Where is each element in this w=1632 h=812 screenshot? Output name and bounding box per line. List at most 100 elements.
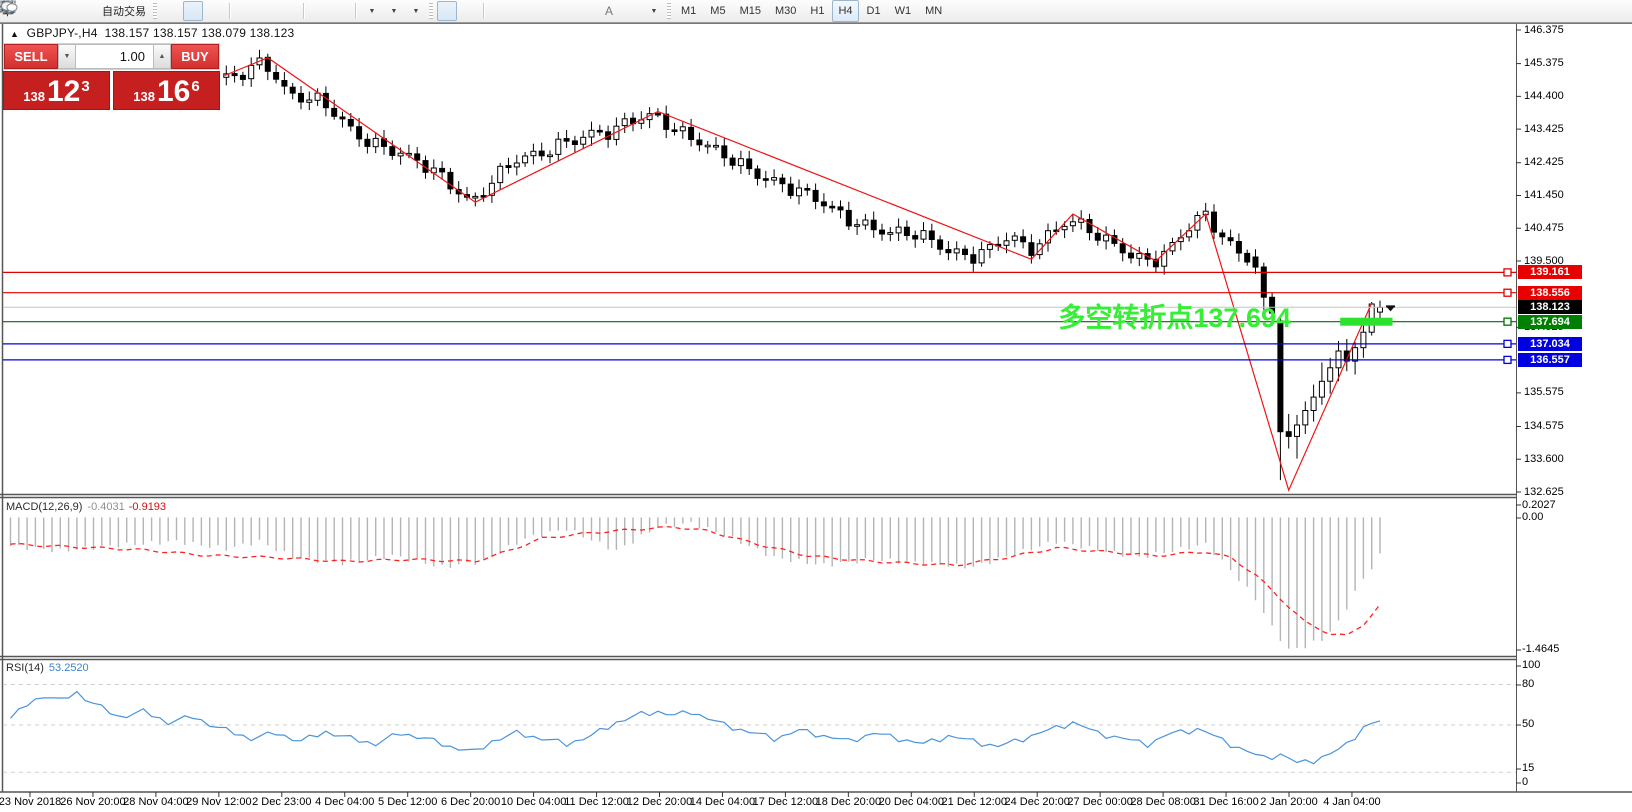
price-tick-label: 134.575	[1524, 419, 1564, 432]
timeframe-button-w1[interactable]: W1	[894, 5, 912, 17]
chart-shift-icon[interactable]	[1, 1, 351, 21]
sell-price-figure: 138	[23, 89, 45, 104]
signals-icon[interactable]	[0, 0, 78, 21]
crosshair-icon[interactable]	[1, 1, 479, 21]
sell-button[interactable]: SELL	[4, 44, 58, 69]
auto-scroll-icon[interactable]	[1, 1, 329, 21]
pivot-highlight-bar[interactable]	[1340, 317, 1393, 326]
timeframe-button-h4[interactable]: H4	[832, 0, 859, 22]
rsi-scale-0: 0	[1522, 776, 1529, 788]
date-tick-label: 29 Nov 12:00	[186, 796, 252, 808]
date-tick-label: 27 Dec 00:00	[1067, 796, 1133, 808]
date-tick-label: 4 Jan 04:00	[1323, 796, 1381, 808]
date-tick-label: 24 Dec 20:00	[1004, 796, 1070, 808]
sell-price-button[interactable]: 138 12 3	[3, 71, 110, 110]
timeframe-button-d1[interactable]: D1	[866, 5, 881, 17]
date-tick-label: 5 Dec 12:00	[378, 796, 438, 808]
chevron-down-icon[interactable]: ▼	[368, 7, 376, 15]
date-tick-label: 21 Dec 12:00	[941, 796, 1007, 808]
date-tick-label: 2 Jan 20:00	[1260, 796, 1318, 808]
volume-input[interactable]: 1.00	[76, 44, 153, 69]
text-tool-icon[interactable]: A	[604, 4, 613, 18]
symbol-label: GBPJPY-,H4	[26, 26, 98, 40]
horizontal-line-tool-icon[interactable]	[1, 1, 531, 21]
rsi-scale-15: 15	[1522, 762, 1535, 774]
price-tick-label: 143.425	[1524, 122, 1564, 135]
timeframe-button-m5[interactable]: M5	[710, 5, 726, 17]
cursor-icon[interactable]	[2, 1, 457, 21]
text-label-tool-icon[interactable]: T	[0, 0, 641, 21]
macd-scale-min: -1.4645	[1522, 643, 1560, 655]
macd-label: MACD(12,26,9) -0.4031 -0.9193	[6, 501, 167, 513]
rsi-line	[10, 690, 1381, 765]
candlestick-chart-type-icon[interactable]	[1, 1, 203, 21]
symbol-triangle-icon: ▲	[10, 29, 20, 39]
date-tick-label: 23 Nov 2018	[0, 796, 62, 808]
chevron-down-icon[interactable]: ▼	[412, 7, 420, 15]
date-tick-label: 31 Dec 16:00	[1193, 796, 1259, 808]
fibonacci-tool-icon[interactable]: F	[1, 1, 597, 21]
price-level-badge: 136.557	[1518, 352, 1582, 367]
macd-scale-zero: 0.00	[1522, 511, 1544, 523]
price-level-badge: 138.556	[1518, 285, 1582, 300]
autotrading-icon[interactable]	[0, 0, 100, 21]
template-icon[interactable]: ▼	[0, 0, 425, 21]
tile-windows-icon[interactable]	[0, 0, 299, 21]
vertical-line-tool-icon[interactable]	[4, 1, 509, 21]
toolbar-grip[interactable]	[667, 3, 671, 19]
community-cloud-icon[interactable]	[0, 1, 56, 21]
price-tick-label: 144.400	[1524, 89, 1564, 102]
timeframe-button-mn[interactable]: MN	[925, 5, 943, 17]
toolbar-grip[interactable]	[153, 3, 157, 19]
rsi-scale-80: 80	[1522, 678, 1535, 690]
chevron-down-icon[interactable]: ▼	[650, 7, 658, 15]
toolbar-grip[interactable]	[429, 3, 433, 19]
search-icon[interactable]	[1, 0, 1603, 21]
hline-handle[interactable]	[1503, 355, 1512, 365]
chevron-down-icon[interactable]: ▼	[390, 7, 398, 15]
bar-chart-type-icon[interactable]	[1, 1, 181, 21]
zoom-in-icon[interactable]	[1, 1, 255, 21]
rsi-scale-50: 50	[1522, 718, 1535, 730]
date-tick-label: 26 Nov 20:00	[60, 796, 126, 808]
buy-price-point: 6	[191, 78, 200, 95]
timeframe-button-h1[interactable]: H1	[810, 5, 825, 17]
hline-handle[interactable]	[1503, 268, 1512, 277]
date-tick-label: 2 Dec 23:00	[252, 796, 312, 808]
timeframe-button-m1[interactable]: M1	[681, 5, 697, 17]
comments-icon[interactable]	[1, 1, 1625, 21]
buy-price-figure: 138	[133, 89, 155, 104]
volume-decrease-button[interactable]: ▼	[58, 44, 76, 69]
price-tick-label: 132.625	[1524, 485, 1564, 498]
equidistant-channel-tool-icon[interactable]: E	[0, 1, 575, 21]
date-tick-label: 28 Nov 04:00	[123, 796, 189, 808]
hline-handle[interactable]	[1503, 317, 1512, 326]
line-chart-type-icon[interactable]	[0, 1, 225, 21]
timeframe-button-m30[interactable]: M30	[774, 5, 797, 17]
timeframe-button-m15[interactable]: M15	[739, 5, 761, 17]
hline-handle[interactable]	[1503, 339, 1512, 349]
date-tick-label: 4 Dec 04:00	[315, 796, 375, 808]
date-tick-label: 28 Dec 08:00	[1130, 796, 1196, 808]
hline-handle[interactable]	[1503, 288, 1512, 297]
zoom-out-icon[interactable]	[1, 1, 277, 21]
rsi-value: 53.2520	[48, 662, 89, 674]
price-level-badge: 139.161	[1518, 265, 1582, 280]
candlestick-series	[223, 49, 1383, 481]
trendline-tool-icon[interactable]	[0, 1, 553, 21]
ohlc-open: 138.157	[104, 26, 150, 40]
price-tick-label: 145.375	[1524, 57, 1564, 70]
buy-price-button[interactable]: 138 16 6	[113, 71, 220, 110]
volume-increase-button[interactable]: ▲	[153, 44, 171, 69]
price-tick-label: 140.475	[1524, 221, 1564, 234]
pivot-annotation: 多空转折点137.694	[1058, 303, 1291, 333]
current-price-badge: 138.123	[1518, 300, 1582, 315]
date-tick-label: 11 Dec 12:00	[564, 796, 629, 808]
arrows-tool-icon[interactable]: ▼	[2, 1, 663, 21]
autotrading-button[interactable]: 自动交易	[102, 6, 146, 18]
new-chart-icon[interactable]: ▼	[0, 0, 381, 21]
buy-button[interactable]: BUY	[171, 44, 219, 69]
period-icon[interactable]: ▼	[0, 0, 403, 21]
